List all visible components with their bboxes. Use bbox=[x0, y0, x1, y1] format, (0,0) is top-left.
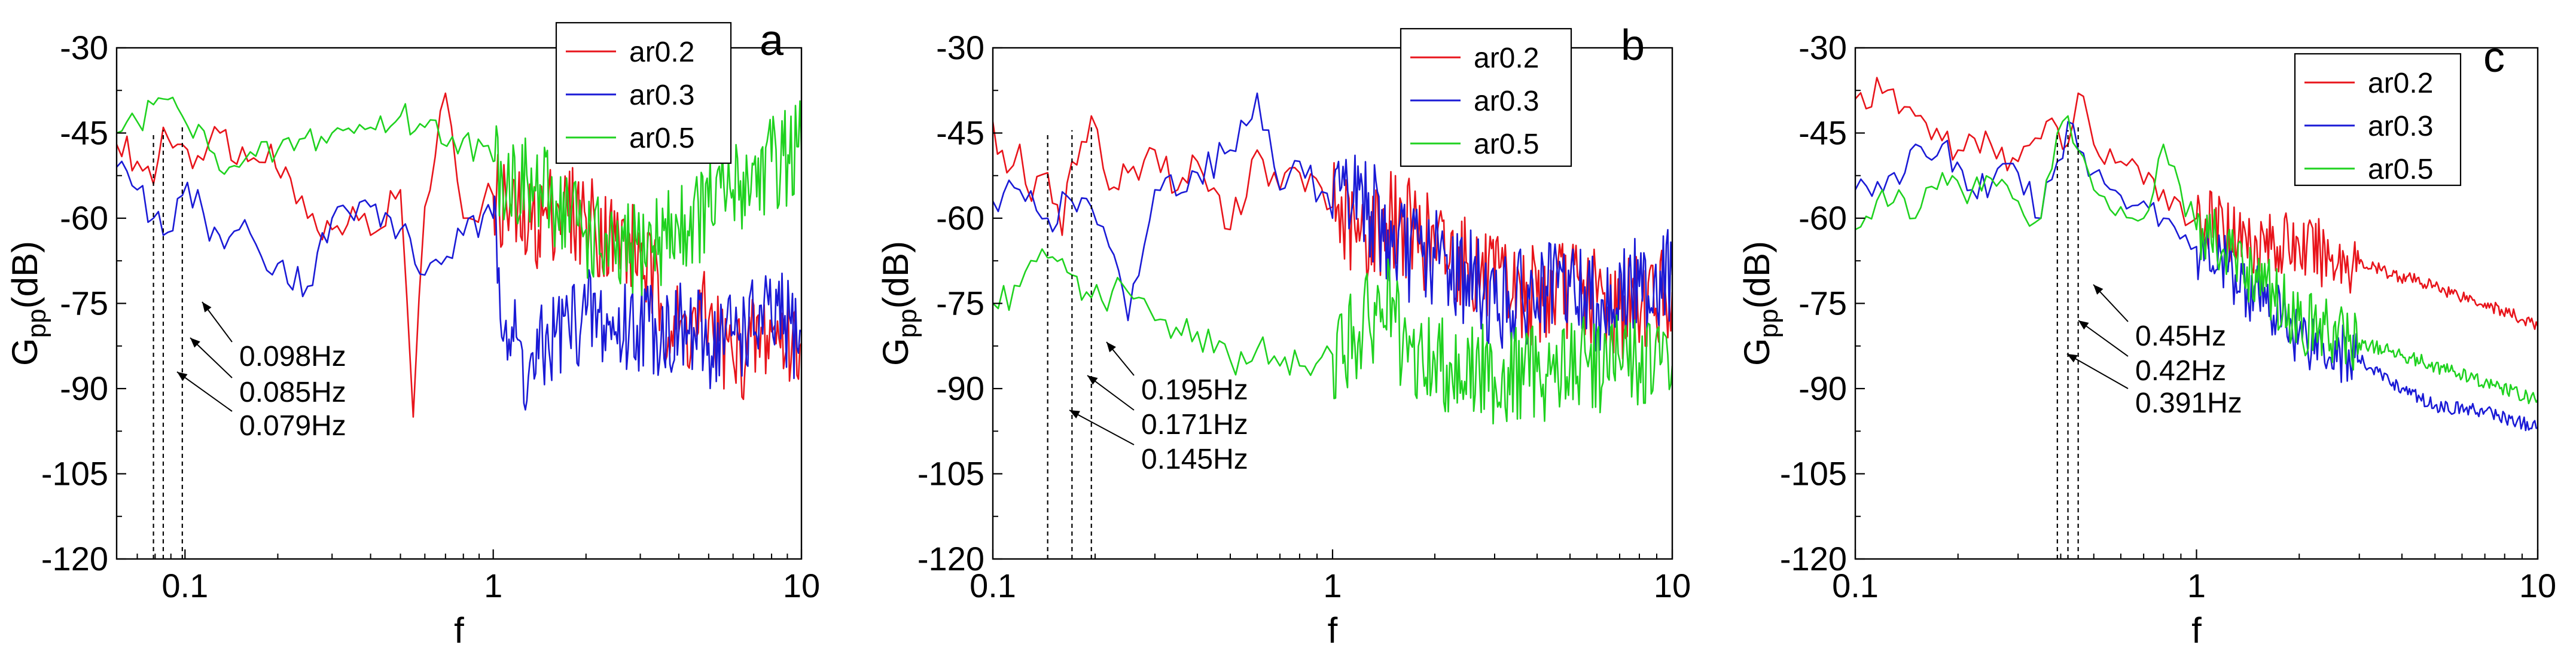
legend-box bbox=[555, 22, 732, 164]
x-tick-label: 1 bbox=[1323, 567, 1342, 604]
y-axis-title: Gpp(dB) bbox=[876, 241, 922, 366]
y-tick-label: -30 bbox=[1798, 29, 1847, 66]
annotation-arrowhead bbox=[2067, 354, 2078, 363]
annotation-label: 0.195Hz bbox=[1141, 374, 1248, 406]
annotation-arrowhead bbox=[2078, 320, 2089, 330]
x-tick-label: 1 bbox=[2187, 567, 2206, 604]
panel-letter: c bbox=[2483, 33, 2505, 81]
annotation-label: 0.45Hz bbox=[2135, 320, 2226, 352]
annotation-arrowhead bbox=[1069, 410, 1080, 419]
legend-label: ar0.5 bbox=[1474, 129, 1539, 160]
x-tick-label: 0.1 bbox=[1832, 567, 1879, 604]
y-tick-label: -90 bbox=[936, 369, 984, 407]
annotation-label: 0.145Hz bbox=[1141, 444, 1248, 475]
annotation-arrowhead bbox=[190, 338, 200, 348]
x-tick-label: 10 bbox=[2519, 567, 2556, 604]
y-tick-label: -45 bbox=[1798, 114, 1847, 152]
y-tick-label: -75 bbox=[1798, 285, 1847, 322]
legend-label: ar0.3 bbox=[629, 80, 694, 111]
annotation-arrow bbox=[1069, 410, 1135, 445]
legend-label: ar0.5 bbox=[2368, 154, 2433, 185]
y-axis-title: Gpp(dB) bbox=[1737, 241, 1784, 366]
annotation-label: 0.171Hz bbox=[1141, 409, 1248, 441]
y-tick-label: -75 bbox=[60, 285, 108, 322]
legend-label: ar0.3 bbox=[1474, 85, 1539, 117]
series-group bbox=[1855, 77, 2538, 432]
x-tick-label: 10 bbox=[783, 567, 820, 604]
y-tick-label: -45 bbox=[936, 114, 984, 152]
annotation-arrow bbox=[176, 371, 233, 412]
x-tick-label: 1 bbox=[484, 567, 502, 604]
series-line-ar0.2 bbox=[1855, 77, 2538, 330]
x-tick-label: 0.1 bbox=[161, 567, 208, 604]
x-axis-title: f bbox=[2191, 610, 2202, 650]
panel-letter: a bbox=[760, 17, 784, 65]
y-tick-label: -120 bbox=[1780, 540, 1847, 578]
y-tick-label: -60 bbox=[936, 199, 984, 237]
y-axis-title: Gpp(dB) bbox=[5, 241, 51, 366]
y-tick-label: -30 bbox=[936, 29, 984, 66]
annotation-arrow bbox=[2066, 353, 2129, 389]
legend-label: ar0.5 bbox=[629, 123, 694, 154]
y-tick-label: -120 bbox=[41, 540, 108, 578]
y-tick-label: -45 bbox=[60, 114, 108, 152]
series-group bbox=[993, 92, 1672, 424]
annotation-label: 0.42Hz bbox=[2135, 355, 2226, 387]
annotation-arrowhead bbox=[177, 372, 188, 381]
annotation-label: 0.391Hz bbox=[2135, 387, 2242, 419]
x-axis-title: f bbox=[1328, 610, 1338, 650]
chart-panel-b: -120 -105 -90 -75 -60 -45 -30 0.1 1 10 f Gpp(dB) ar0… bbox=[876, 22, 1691, 650]
legend-label: ar0.2 bbox=[1474, 42, 1539, 74]
annotation-arrowhead bbox=[2093, 285, 2104, 295]
series-line-ar0.3 bbox=[117, 160, 801, 411]
annotation-arrowhead bbox=[202, 302, 212, 313]
y-tick-label: -30 bbox=[60, 29, 108, 66]
legend-box bbox=[2294, 53, 2462, 187]
chart-panel-a: -120 -105 -90 -75 -60 -45 -30 0.1 1 10 f Gpp(dB) ar0… bbox=[5, 17, 820, 650]
annotation-label: 0.085Hz bbox=[239, 377, 346, 408]
annotation-arrowhead bbox=[1106, 342, 1116, 353]
legend-label: ar0.2 bbox=[2368, 68, 2433, 99]
annotation-arrow bbox=[2078, 320, 2129, 357]
chart-panel-c: -120 -105 -90 -75 -60 -45 -30 0.1 1 10 f Gpp(dB) ar0… bbox=[1737, 29, 2556, 650]
series-line-ar0.5 bbox=[993, 248, 1672, 424]
x-tick-label: 10 bbox=[1654, 567, 1691, 604]
y-tick-label: -105 bbox=[1780, 455, 1847, 493]
y-tick-label: -105 bbox=[917, 455, 984, 493]
legend-label: ar0.2 bbox=[629, 36, 694, 68]
annotation-label: 0.079Hz bbox=[239, 410, 346, 442]
y-tick-label: -90 bbox=[1798, 369, 1847, 407]
series-group bbox=[117, 92, 801, 418]
x-tick-label: 0.1 bbox=[970, 567, 1016, 604]
panel-letter: b bbox=[1621, 22, 1645, 69]
series-line-ar0.5 bbox=[117, 96, 801, 297]
y-tick-label: -60 bbox=[1798, 199, 1847, 237]
y-tick-label: -120 bbox=[917, 540, 984, 578]
y-tick-label: -60 bbox=[60, 199, 108, 237]
x-axis-title: f bbox=[454, 610, 464, 650]
y-tick-label: -90 bbox=[60, 369, 108, 407]
annotation-arrowhead bbox=[1087, 375, 1098, 385]
annotation-label: 0.098Hz bbox=[239, 341, 346, 372]
y-tick-label: -105 bbox=[41, 455, 108, 493]
legend-label: ar0.3 bbox=[2368, 111, 2433, 142]
series-line-ar0.5 bbox=[1855, 115, 2538, 405]
y-tick-label: -75 bbox=[936, 285, 984, 322]
